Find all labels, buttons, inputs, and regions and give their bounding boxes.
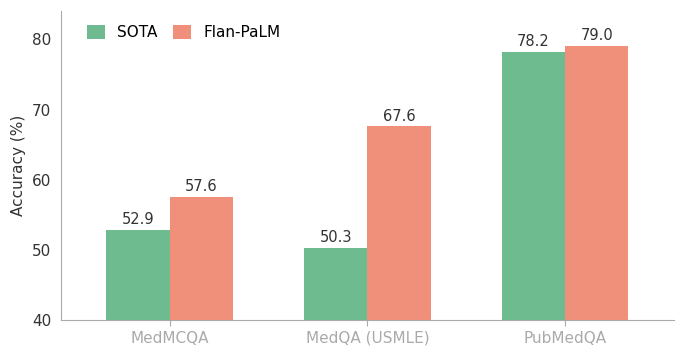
Bar xyxy=(170,197,233,357)
Text: 79.0: 79.0 xyxy=(580,29,613,44)
Bar xyxy=(304,248,367,357)
Bar xyxy=(106,230,170,357)
Text: 50.3: 50.3 xyxy=(319,230,352,245)
Bar xyxy=(367,126,431,357)
Text: 67.6: 67.6 xyxy=(383,109,415,124)
Legend: SOTA, Flan-PaLM: SOTA, Flan-PaLM xyxy=(81,19,287,46)
Text: 57.6: 57.6 xyxy=(185,179,218,194)
Bar xyxy=(502,52,565,357)
Text: 78.2: 78.2 xyxy=(517,34,550,49)
Y-axis label: Accuracy (%): Accuracy (%) xyxy=(11,115,26,216)
Bar xyxy=(565,46,628,357)
Text: 52.9: 52.9 xyxy=(121,212,154,227)
